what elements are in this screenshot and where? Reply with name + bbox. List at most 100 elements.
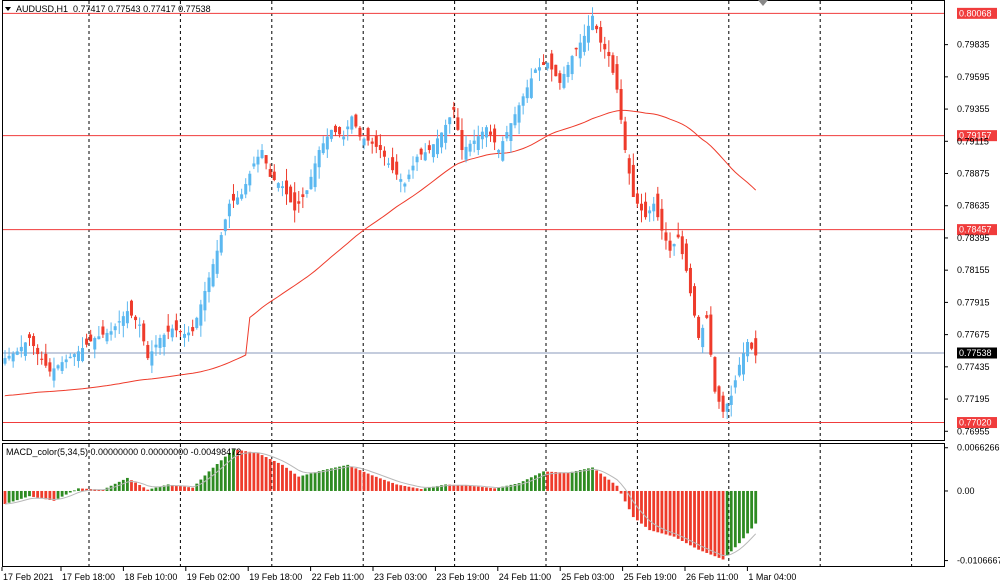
macd-bar: [236, 449, 239, 491]
candle-body: [121, 316, 125, 326]
candle-body: [19, 346, 23, 352]
macd-bar: [546, 471, 550, 491]
macd-bar: [432, 486, 435, 491]
candle-body: [619, 89, 623, 120]
time-tick-label: 19 Feb 02:00: [187, 572, 240, 582]
candle-body: [578, 42, 582, 59]
macd-bar: [170, 484, 174, 491]
candle-body: [138, 324, 142, 326]
macd-bar: [644, 490, 647, 527]
candle-body: [48, 362, 52, 372]
macd-bar: [440, 485, 443, 491]
macd-bar: [497, 487, 501, 491]
macd-bar: [733, 490, 737, 548]
macd-bar: [72, 490, 76, 492]
candle-body: [240, 194, 244, 199]
candle-body: [603, 43, 607, 50]
candle-body: [113, 326, 117, 331]
macd-bar: [203, 475, 207, 491]
candle-body: [248, 173, 252, 186]
macd-bar: [652, 490, 656, 532]
candle-body: [676, 234, 680, 238]
candle-body: [276, 183, 280, 188]
price-pane-frame: [2, 0, 945, 441]
macd-bar: [725, 490, 729, 556]
candle-body: [195, 317, 199, 328]
macd-bar: [158, 486, 162, 491]
macd-bar: [15, 490, 19, 501]
price-level-label: 0.77020: [959, 418, 992, 428]
macd-bar: [631, 490, 635, 518]
symbol-dropdown-icon[interactable]: [5, 7, 11, 11]
candle-body: [387, 163, 391, 165]
macd-bar: [260, 455, 264, 491]
candle-body: [219, 235, 223, 253]
macd-bar: [317, 471, 321, 491]
macd-bar: [705, 490, 709, 553]
macd-bar: [399, 485, 403, 491]
candle-body: [89, 334, 93, 342]
candle-body: [391, 157, 395, 171]
price-tick-label: 0.78635: [957, 201, 990, 211]
chart-shift-marker-icon[interactable]: [758, 0, 768, 6]
candle-body: [223, 219, 227, 232]
candle-body: [639, 203, 643, 211]
macd-pane-frame: [2, 443, 945, 567]
candle-body: [40, 358, 44, 360]
macd-bar: [244, 451, 248, 491]
macd-bar: [240, 450, 244, 491]
macd-bar: [419, 489, 423, 491]
candle-body: [11, 353, 15, 362]
macd-signal: [4, 452, 757, 556]
candle-body: [472, 140, 476, 145]
candle-body: [187, 332, 191, 336]
candle-body: [346, 126, 350, 130]
candle-body: [595, 25, 599, 30]
macd-bar: [293, 473, 297, 491]
candle-body: [325, 136, 329, 150]
candle-body: [737, 364, 741, 376]
macd-bar: [452, 484, 456, 491]
macd-bar: [215, 464, 219, 491]
price-level-tag: [957, 7, 997, 19]
macd-bar: [729, 490, 733, 552]
candle-body: [338, 127, 342, 135]
candle-body: [411, 165, 415, 171]
price-tick-label: 0.79355: [957, 104, 990, 114]
candle-body: [456, 117, 460, 130]
macd-bar: [485, 487, 488, 491]
candle-body: [227, 203, 231, 217]
macd-bar: [68, 490, 72, 493]
candle-body: [464, 146, 468, 160]
macd-bar: [693, 490, 696, 548]
macd-bar: [162, 485, 166, 491]
candle-body: [680, 236, 684, 255]
macd-bar: [309, 473, 313, 491]
candle-body: [366, 128, 370, 141]
macd-bar: [378, 478, 382, 491]
macd-bar: [138, 484, 142, 491]
macd-bar: [313, 472, 317, 491]
price-tick-label: 0.77675: [957, 330, 990, 340]
macd-bar: [607, 479, 611, 491]
candle-body: [562, 73, 566, 88]
candle-body: [648, 210, 652, 214]
macd-tick-label: -0.0106667: [957, 556, 1000, 566]
macd-bar: [85, 488, 88, 491]
macd-bar: [285, 467, 288, 491]
time-tick-label: 25 Feb 03:00: [561, 572, 614, 582]
macd-bar: [656, 490, 660, 533]
candle-body: [705, 315, 709, 318]
macd-bar: [738, 490, 741, 544]
macd-bar: [281, 464, 284, 491]
macd-bar: [460, 485, 464, 491]
candle-body: [558, 73, 562, 83]
candle-body: [684, 243, 688, 271]
macd-bar: [301, 475, 305, 491]
candle-body: [480, 131, 484, 140]
price-level-label: 0.78457: [959, 225, 992, 235]
candle-body: [146, 344, 150, 359]
candle-body: [370, 141, 374, 144]
candle-body: [342, 136, 346, 140]
